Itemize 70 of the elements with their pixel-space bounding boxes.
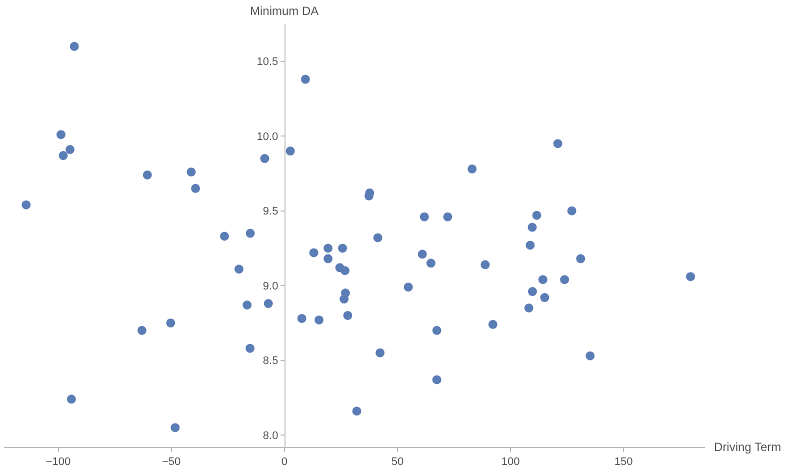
point [432, 375, 442, 384]
point [66, 145, 75, 154]
y-tick-label: 8.0 [262, 430, 278, 442]
point [66, 394, 76, 404]
x-tick-label: −100 [46, 456, 71, 468]
point [58, 151, 68, 160]
point [540, 293, 550, 302]
point [338, 244, 348, 253]
y-tick-label: 9.0 [262, 280, 278, 292]
x-tick-label: 150 [614, 456, 633, 468]
x-tick-label: −50 [162, 456, 181, 468]
point [246, 228, 255, 238]
point [480, 260, 490, 270]
point [300, 74, 310, 84]
y-tick-label: 8.5 [262, 355, 278, 368]
y-axis-title: Minimum DA [250, 4, 319, 18]
point [538, 275, 548, 284]
point [142, 170, 152, 180]
point [170, 423, 180, 432]
point [340, 294, 349, 304]
point [286, 146, 295, 156]
point [528, 222, 537, 232]
point [234, 264, 244, 274]
point [260, 154, 270, 164]
point [426, 258, 436, 268]
point [404, 282, 413, 292]
point [343, 310, 352, 320]
point [488, 320, 498, 329]
y-tick-label: 10.5 [256, 56, 278, 68]
point [220, 232, 229, 241]
point [22, 200, 31, 210]
point [524, 303, 534, 312]
point [443, 212, 452, 222]
point [420, 212, 429, 222]
point [686, 272, 696, 282]
x-tick-label: 0 [281, 456, 288, 468]
point [297, 314, 306, 323]
point [186, 167, 196, 176]
point [526, 240, 535, 250]
x-tick-label: 50 [391, 456, 404, 468]
point [70, 42, 79, 51]
point [340, 266, 350, 276]
point [528, 287, 537, 296]
point [567, 206, 576, 216]
point [532, 210, 542, 220]
x-axis-title: Driving Term [714, 440, 782, 454]
point [191, 184, 200, 193]
point [373, 233, 382, 242]
point [324, 244, 333, 253]
point [242, 300, 252, 310]
point [309, 248, 318, 258]
point [56, 130, 66, 140]
y-tick-label: 9.5 [262, 206, 278, 218]
point [166, 318, 176, 328]
point [418, 250, 427, 259]
point [560, 275, 570, 284]
point [137, 326, 146, 335]
point [576, 254, 586, 264]
point [376, 348, 385, 358]
point [586, 351, 595, 360]
y-tick-label: 10.0 [256, 130, 278, 143]
point [246, 344, 255, 353]
point [553, 139, 562, 148]
point [264, 299, 273, 308]
point [314, 315, 324, 324]
point [352, 406, 362, 416]
point [324, 254, 333, 264]
x-tick-label: 100 [501, 456, 520, 468]
point [468, 164, 477, 174]
point [432, 326, 442, 335]
